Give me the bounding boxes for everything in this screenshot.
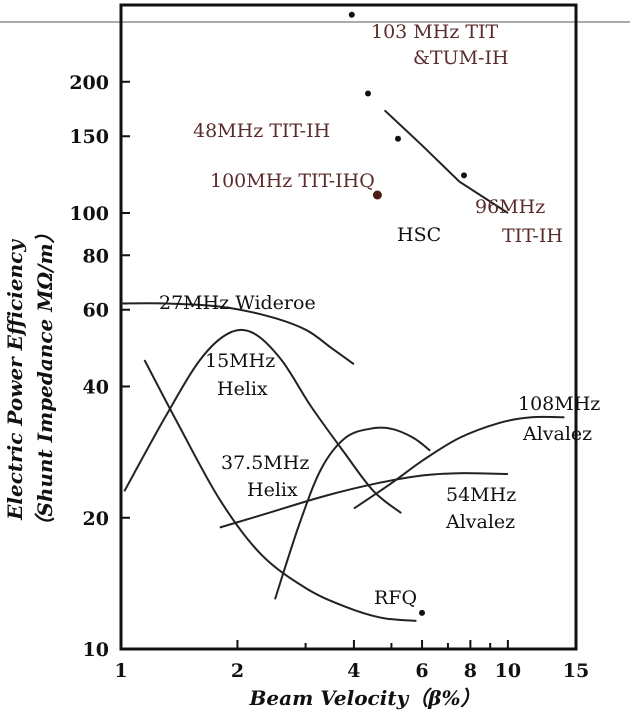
y-tick-label: 100 xyxy=(69,203,109,225)
x-axis-title: Beam Velocity（β%） xyxy=(249,686,481,710)
annotation-108mhz-alvalez: 108MHz Alvalez xyxy=(518,393,600,445)
point-100mhz-tit-ihq xyxy=(395,135,401,142)
curves xyxy=(120,109,565,622)
y-axis-title-line2: （Shunt Impedance MΩ/m） xyxy=(33,223,57,536)
y-tick-label: 60 xyxy=(83,300,109,322)
series-27mhz-wideroe-line xyxy=(120,302,355,366)
x-tick-label: 4 xyxy=(347,660,360,682)
annotations: 103 MHz TIT &TUM-IH 48MHz TIT-IH 100MHz TIT… xyxy=(159,21,600,609)
annotation-100mhz-tit-ihq: 100MHz TIT-IHQ xyxy=(210,170,375,192)
x-tick-label: 6 xyxy=(415,660,428,682)
point-103-mhz-tit-tum-ih xyxy=(348,11,355,18)
tit-ih-trend-line xyxy=(383,109,509,214)
annotation-15mhz-helix: 15MHz Helix xyxy=(205,350,275,400)
y-axis-title-line1: Electric Power Efficiency xyxy=(3,239,27,521)
x-tick-label: 1 xyxy=(114,660,127,682)
annotation-54mhz-alvalez: 54MHz Alvalez xyxy=(445,484,516,533)
x-tick-label: 10 xyxy=(495,660,521,682)
x-tick-label: 8 xyxy=(464,660,477,682)
point-rfq-endpoint xyxy=(419,609,425,616)
y-tick-label: 200 xyxy=(69,72,109,94)
annotation-37-5mhz-helix: 37.5MHz Helix xyxy=(221,452,309,501)
series-15mhz-helix-line xyxy=(123,328,402,514)
annotation-96mhz-tit-ih: 96MHz TIT-IH xyxy=(475,196,563,247)
y-tick-label: 20 xyxy=(83,508,109,530)
annotation-103-mhz-tit-tum-ih: 103 MHz TIT &TUM-IH xyxy=(371,21,509,69)
point-48mhz-tit-ih xyxy=(365,90,371,97)
series-108mhz-alvalez-line xyxy=(353,415,565,510)
annotation-hsc: HSC xyxy=(397,224,441,246)
markers xyxy=(348,11,467,616)
series-rfq-line xyxy=(143,359,417,622)
y-tick-label: 80 xyxy=(83,245,109,267)
y-tick-label: 40 xyxy=(83,377,109,399)
annotation-48mhz-tit-ih: 48MHz TIT-IH xyxy=(193,120,330,142)
point-hsc xyxy=(372,190,382,200)
plot-frame xyxy=(119,3,578,651)
y-tick-label: 150 xyxy=(69,126,109,148)
annotation-rfq: RFQ xyxy=(374,587,417,609)
series-37-5mhz-helix-line xyxy=(274,426,431,600)
x-tick-label: 2 xyxy=(231,660,244,682)
annotation-27mhz-wideroe: 27MHz Wideroe xyxy=(159,292,316,314)
x-tick-label: 15 xyxy=(563,660,589,682)
ticks: 1 2 4 6 8 10 15 10 20 40 60 80 100 150 200 xyxy=(69,72,589,682)
point-96mhz-tit-ih xyxy=(461,172,467,179)
series-54mhz-alvalez-line xyxy=(219,472,508,529)
y-tick-label: 10 xyxy=(83,639,109,661)
